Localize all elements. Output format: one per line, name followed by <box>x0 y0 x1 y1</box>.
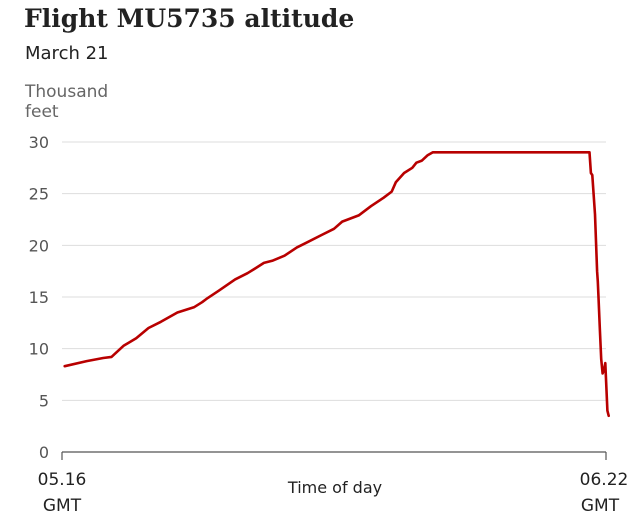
y-tick-label: 30 <box>29 133 49 152</box>
y-tick-label: 5 <box>39 391 49 410</box>
y-axis-unit-label: Thousand feet <box>25 82 109 122</box>
y-tick-label: 15 <box>29 288 49 307</box>
y-axis-ticks: 0 5 10 15 20 25 30 <box>29 133 49 462</box>
y-tick-label: 25 <box>29 185 49 204</box>
x-end-timezone-label: GMT <box>581 496 620 516</box>
y-tick-label: 20 <box>29 236 49 255</box>
series-group <box>63 151 610 418</box>
y-tick-label: 0 <box>39 443 49 462</box>
x-axis-title: Time of day <box>287 478 382 497</box>
x-end-time-label: 06.22 <box>580 470 629 490</box>
altitude-line <box>63 151 610 418</box>
chart-subtitle: March 21 <box>25 43 109 64</box>
x-axis: 05.16 GMT 06.22 GMT Time of day <box>38 452 629 516</box>
gridlines <box>62 141 606 453</box>
x-start-timezone-label: GMT <box>43 496 82 516</box>
y-tick-label: 10 <box>29 340 49 359</box>
x-start-time-label: 05.16 <box>38 470 87 490</box>
chart-title: Flight MU5735 altitude <box>24 4 355 33</box>
